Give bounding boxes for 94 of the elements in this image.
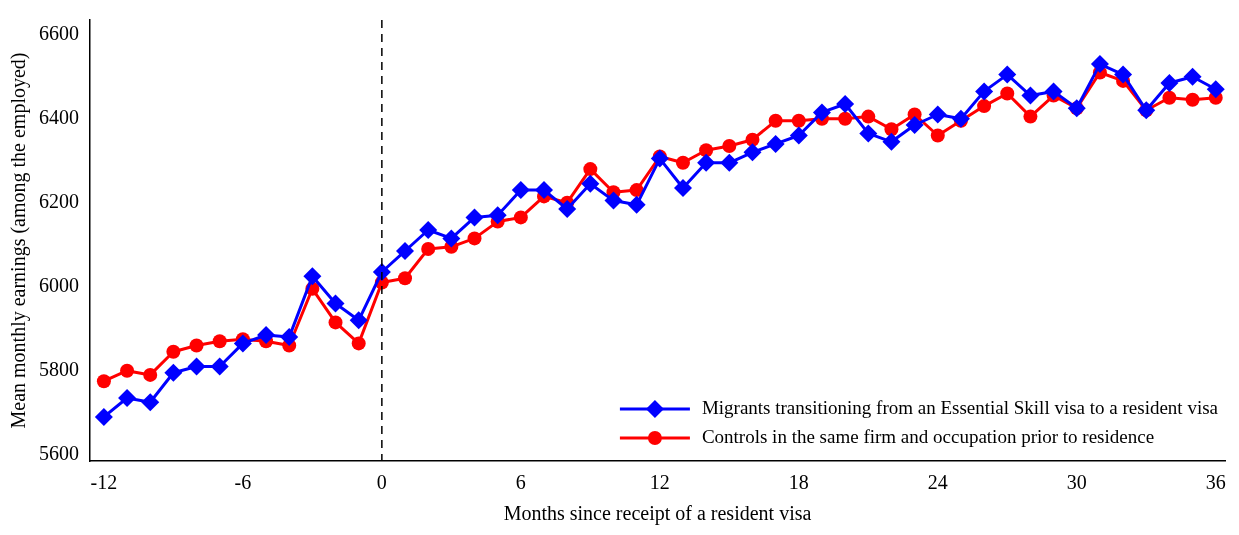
point [791,113,806,128]
point [187,357,206,376]
legend-label: Controls in the same firm and occupation prior to residence [701,425,1155,447]
point [1160,74,1179,92]
point [930,128,945,143]
y-tick-label: 6000 [39,273,79,296]
point [975,82,994,101]
y-tick-label: 6400 [39,105,79,128]
point [1021,86,1040,105]
point [768,113,783,128]
point [1162,90,1177,105]
point [743,143,762,162]
point [1090,55,1109,74]
point [118,389,137,407]
y-tick-label: 6200 [39,189,79,212]
point [467,231,482,246]
point [558,200,577,218]
point [583,162,598,177]
point [812,103,831,122]
point [745,132,760,147]
legend-label: Migrants transitioning from an Essential Skill visa to a resident visa [701,396,1219,418]
point [465,208,484,227]
x-tick-label: 6 [515,471,526,494]
point [650,149,669,168]
point [675,155,690,170]
point [951,109,970,128]
point [421,241,436,256]
point [488,206,507,225]
point [535,181,553,200]
point [928,105,947,124]
point [326,294,345,313]
point [1185,92,1200,107]
x-tick-label: 0 [376,471,387,494]
point [766,134,785,153]
point [233,334,252,353]
point [349,311,368,330]
point [120,363,135,378]
point [1044,82,1063,101]
point [859,124,878,143]
point [396,242,415,260]
point [94,407,113,426]
point [581,174,600,193]
x-tick-label: 30 [1066,471,1087,494]
point [673,179,692,197]
point [882,132,901,151]
point [511,181,530,200]
y-tick-label: 5600 [39,441,79,464]
point [789,126,808,145]
point [604,191,623,210]
x-tick-label: 18 [788,471,809,494]
point [419,221,438,239]
point [96,374,111,389]
point [905,116,924,134]
point [351,336,366,351]
point [210,357,229,376]
point [280,328,299,347]
x-tick-label: 36 [1205,471,1226,494]
x-axis-title: Months since receipt of a resident visa [503,502,812,526]
x-tick-label: 24 [927,471,948,494]
point [629,183,644,198]
y-tick-label: 6600 [39,21,79,44]
y-axis-title: Mean monthly earnings (among the employed) [7,52,31,429]
point [699,143,714,158]
point [442,229,461,248]
point [513,210,528,225]
point [1000,86,1015,101]
point [257,326,276,344]
point [398,271,413,286]
point [189,338,204,353]
point [164,363,183,382]
point [838,111,853,126]
y-tick-label: 5800 [39,357,79,380]
point [143,367,158,382]
point [720,153,739,172]
point [884,122,899,137]
point [1183,67,1202,86]
point [697,153,716,172]
point [1206,80,1225,99]
point [977,99,992,114]
x-tick-label: -12 [90,471,118,494]
point [1023,109,1038,124]
point [141,393,160,412]
point [212,334,227,349]
point [836,95,855,113]
point [998,65,1017,84]
point [1114,65,1133,84]
point [861,109,876,124]
point [166,344,181,359]
point [328,315,343,330]
point [722,139,737,153]
point [303,267,322,286]
x-tick-label: 12 [649,471,670,494]
point [627,195,646,214]
x-tick-label: -6 [234,471,252,494]
